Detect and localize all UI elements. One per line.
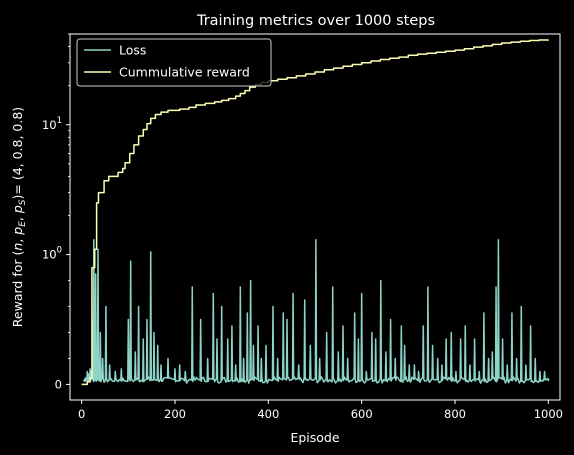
x-tick-label-400: 400 bbox=[257, 407, 279, 421]
y-tick-label-0: 0 bbox=[55, 377, 62, 391]
y-axis: 0 100 101 bbox=[42, 33, 70, 391]
legend: Loss Cummulative reward bbox=[76, 38, 272, 87]
legend-label-loss: Loss bbox=[119, 43, 146, 58]
series-loss-line bbox=[82, 239, 550, 384]
y-axis-label: Reward for (n, pE, pS)= (4, 0.8, 0.8) bbox=[10, 107, 28, 327]
x-tick-label-200: 200 bbox=[164, 407, 186, 421]
x-tick-label-0: 0 bbox=[78, 407, 85, 421]
x-tick-label-600: 600 bbox=[351, 407, 373, 421]
x-axis-label: Episode bbox=[290, 430, 339, 445]
x-axis: 0 200 400 600 800 1000 bbox=[78, 400, 563, 421]
y-tick-label-1: 100 bbox=[42, 246, 62, 262]
x-tick-label-800: 800 bbox=[444, 407, 466, 421]
legend-box bbox=[76, 38, 272, 87]
y-tick-label-10: 101 bbox=[42, 116, 62, 132]
chart-title: Training metrics over 1000 steps bbox=[196, 13, 435, 29]
legend-label-reward: Cummulative reward bbox=[119, 65, 250, 80]
axes-frame bbox=[69, 33, 561, 401]
x-tick-label-1000: 1000 bbox=[534, 407, 563, 421]
